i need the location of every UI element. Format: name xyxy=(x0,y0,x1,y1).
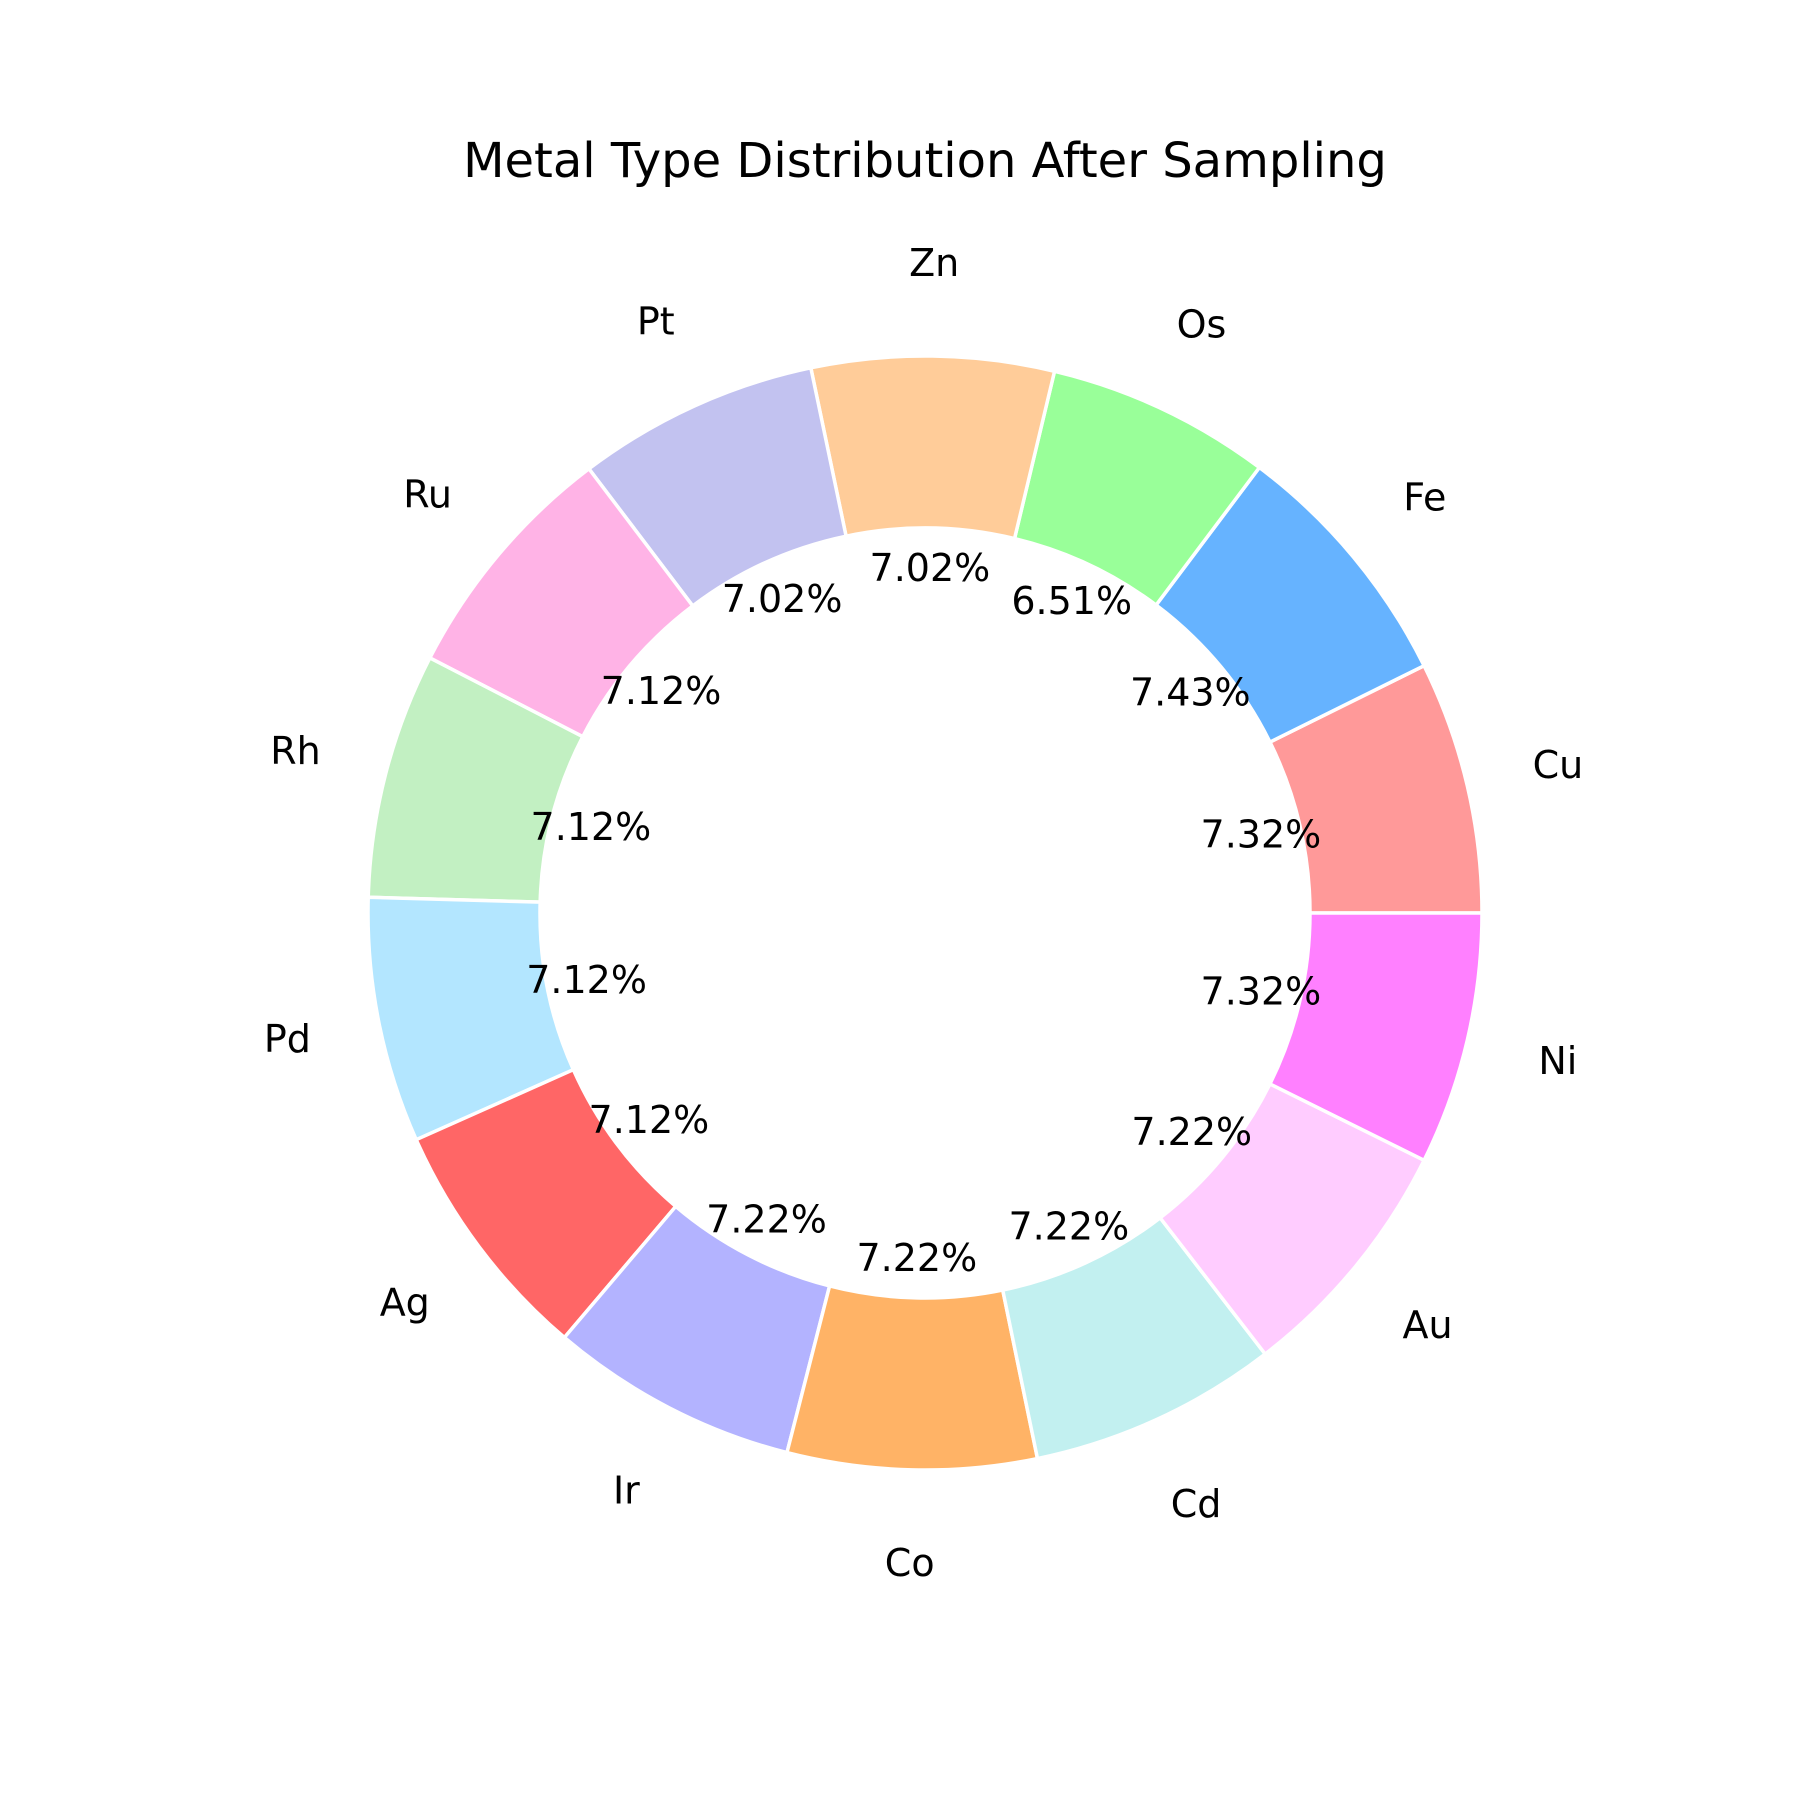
slice-label-ni: Ni xyxy=(1538,1039,1577,1083)
slice-label-pt: Pt xyxy=(637,299,675,343)
percent-label-cd: 7.22% xyxy=(1009,1205,1130,1249)
slice-label-pd: Pd xyxy=(264,1017,311,1061)
slices-layer xyxy=(366,354,1484,1472)
slice-label-cu: Cu xyxy=(1533,743,1584,787)
percent-label-fe: 7.43% xyxy=(1130,670,1251,714)
slice-label-ag: Ag xyxy=(380,1281,430,1325)
slice-label-os: Os xyxy=(1177,303,1227,347)
percent-label-zn: 7.02% xyxy=(870,546,991,590)
slice-co xyxy=(784,1283,1040,1472)
percent-label-ag: 7.12% xyxy=(589,1098,710,1142)
percent-label-cu: 7.32% xyxy=(1201,812,1322,856)
slice-label-co: Co xyxy=(885,1541,935,1585)
slice-label-au: Au xyxy=(1403,1303,1453,1347)
percent-label-ru: 7.12% xyxy=(601,669,722,713)
percent-label-ni: 7.32% xyxy=(1201,970,1322,1014)
percent-label-pt: 7.02% xyxy=(722,577,843,621)
percent-label-pd: 7.12% xyxy=(526,958,647,1002)
slice-label-ir: Ir xyxy=(613,1468,640,1512)
chart-title: Metal Type Distribution After Sampling xyxy=(463,133,1387,189)
slice-label-ru: Ru xyxy=(403,473,452,517)
percent-label-os: 6.51% xyxy=(1011,579,1132,623)
slice-label-rh: Rh xyxy=(270,729,321,773)
slice-ni xyxy=(1267,911,1484,1163)
slice-label-cd: Cd xyxy=(1171,1482,1222,1526)
labels-layer: Cu Fe Os Zn Pt Ru Rh Pd Ag Ir Co Cd Au Ni xyxy=(264,241,1583,1585)
percent-labels-layer: 7.32% 7.43% 6.51% 7.02% 7.02% 7.12% 7.12% 7.12%… xyxy=(526,546,1321,1280)
slice-label-zn: Zn xyxy=(909,241,959,285)
slice-label-fe: Fe xyxy=(1403,476,1446,520)
percent-label-ir: 7.22% xyxy=(706,1197,827,1241)
percent-label-co: 7.22% xyxy=(857,1236,978,1280)
percent-label-rh: 7.12% xyxy=(531,805,652,849)
slice-zn xyxy=(808,354,1057,541)
percent-label-au: 7.22% xyxy=(1131,1110,1252,1154)
